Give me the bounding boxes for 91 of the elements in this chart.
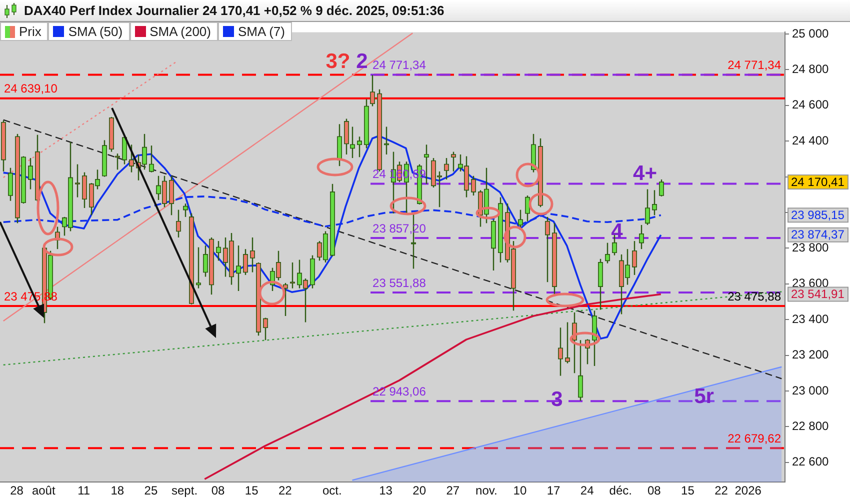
- candlestick: [518, 209, 523, 230]
- x-tick-label: août: [32, 484, 56, 498]
- ref-line-label: 23 551,88: [372, 276, 426, 290]
- ref-line-label: 24 639,10: [4, 82, 58, 96]
- y-tick-label: 23 000: [792, 383, 830, 398]
- x-tick-label: 24: [580, 484, 594, 498]
- candlestick: [236, 244, 241, 292]
- candlestick: [28, 157, 33, 190]
- y-tick-label: 24 800: [792, 62, 830, 76]
- x-tick-label: 2026: [734, 484, 762, 498]
- x-tick-label: 18: [110, 484, 124, 498]
- y-tick-label: 24 600: [792, 98, 830, 112]
- x-tick-label: 15: [681, 484, 695, 498]
- x-tick-label: oct.: [322, 484, 342, 498]
- annotation: 3?: [326, 50, 350, 73]
- candlestick: [216, 240, 221, 262]
- x-tick-label: 11: [78, 484, 90, 498]
- candlestick: [196, 246, 201, 289]
- candlestick: [384, 126, 389, 156]
- x-tick-label: 22: [714, 484, 728, 498]
- x-tick-label: déc.: [609, 484, 632, 498]
- candlestick: [451, 151, 456, 172]
- candlestick: [370, 74, 375, 107]
- text: 23 985,15: [791, 208, 845, 222]
- candlestick: [645, 188, 650, 226]
- candlestick: [250, 236, 255, 273]
- candlestick: [525, 194, 530, 222]
- legend-label: SMA (200): [150, 24, 211, 39]
- candlestick: [176, 209, 181, 238]
- x-tick-label: 22: [278, 484, 292, 498]
- candlestick: [471, 175, 476, 196]
- ref-line-label: 22 679,62: [728, 431, 782, 446]
- candlestick: [169, 175, 174, 216]
- candlestick: [243, 248, 248, 276]
- candlestick: [337, 124, 342, 167]
- candlestick: [115, 152, 120, 170]
- x-tick-label: 13: [379, 484, 393, 498]
- candlestick: [149, 144, 154, 173]
- annotation: 4: [611, 220, 624, 243]
- x-tick-label: 15: [244, 484, 259, 498]
- text: 23 874,37: [791, 228, 845, 242]
- y-tick-label: 25 000: [792, 26, 830, 40]
- candlestick: [652, 190, 657, 216]
- y-tick-label: 23 800: [792, 240, 830, 254]
- candlestick: [639, 224, 644, 250]
- x-tick-label: nov.: [476, 484, 498, 498]
- candlestick: [424, 144, 429, 185]
- candlestick: [558, 327, 563, 376]
- candlestick: [659, 178, 664, 198]
- ref-line-label: 24 160,69: [372, 167, 426, 182]
- candlestick: [545, 216, 550, 283]
- candlestick: [605, 242, 610, 264]
- candlestick: [578, 340, 583, 402]
- candlestick: [350, 126, 355, 159]
- candlestick: [82, 172, 87, 209]
- annotation: 4+: [633, 162, 657, 185]
- candlestick: [344, 118, 349, 156]
- ref-line-label: 24 771,34: [728, 58, 782, 72]
- candlestick: [290, 262, 295, 289]
- x-tick-label: 08: [211, 484, 226, 498]
- candlestick: [183, 202, 188, 218]
- candlestick: [632, 240, 637, 276]
- x-tick-label: 10: [513, 484, 527, 498]
- x-tick-label: 17: [546, 484, 561, 498]
- y-tick-label: 22 800: [792, 418, 830, 433]
- y-tick-label: 23 200: [792, 348, 830, 362]
- candlestick: [357, 136, 362, 158]
- legend-label: SMA (7): [238, 24, 285, 39]
- x-tick-label: 25: [144, 484, 158, 498]
- annotation: 23 475,88: [728, 289, 782, 304]
- candlestick: [444, 157, 449, 180]
- x-tick-label: 08: [647, 484, 662, 498]
- legend-label: SMA (50): [68, 24, 123, 39]
- candlestick: [8, 167, 13, 202]
- y-tick-label: 24 400: [792, 133, 830, 148]
- annotation: 2: [356, 50, 368, 73]
- y-tick-label: 22 600: [792, 454, 830, 469]
- candlestick: [263, 317, 268, 341]
- chart-title: DAX40 Perf Index Journalier 24 170,41 +0,52 % 9 déc. 2025, 09:51:36: [24, 3, 444, 18]
- candlestick: [565, 322, 570, 364]
- x-tick-label: sept.: [172, 484, 198, 498]
- candlestick: [75, 164, 80, 198]
- legend-label: Prix: [19, 24, 42, 39]
- ref-line-label: 24 771,34: [372, 58, 426, 72]
- candlestick: [129, 144, 134, 173]
- text: 24 170,41: [791, 174, 844, 189]
- x-tick-label: 20: [412, 484, 426, 498]
- x-tick-label: 28: [10, 484, 24, 498]
- x-tick-label: 27: [446, 484, 460, 498]
- y-tick-label: 23 400: [792, 312, 830, 326]
- text: 23 541,91: [791, 287, 845, 302]
